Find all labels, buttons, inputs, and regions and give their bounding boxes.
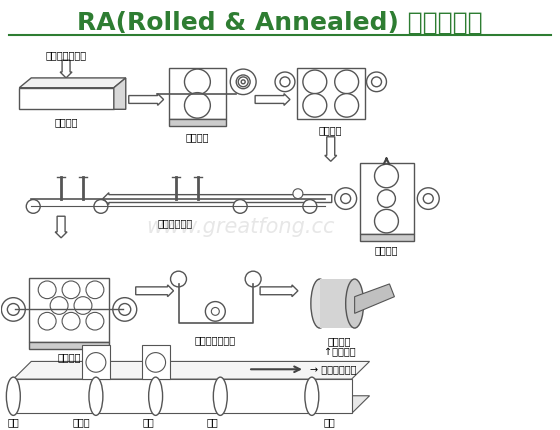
Circle shape [377, 190, 395, 207]
Text: 成品: 成品 [324, 418, 335, 427]
Text: 防锨: 防锨 [207, 418, 218, 427]
Circle shape [293, 189, 303, 199]
Polygon shape [13, 379, 352, 413]
Ellipse shape [311, 279, 329, 328]
Circle shape [375, 164, 398, 188]
Circle shape [86, 281, 104, 299]
Text: www.greatfong.cc: www.greatfong.cc [146, 217, 334, 237]
Polygon shape [60, 60, 72, 78]
Circle shape [146, 353, 166, 372]
Text: （精軒）: （精軒） [57, 353, 81, 362]
Circle shape [184, 69, 211, 95]
Text: （鑄胚）: （鑄胚） [54, 117, 78, 127]
Circle shape [94, 200, 108, 213]
Circle shape [86, 353, 106, 372]
Polygon shape [260, 285, 298, 297]
Circle shape [171, 271, 186, 287]
Circle shape [335, 70, 358, 94]
Bar [29, 278, 109, 342]
Bar [320, 279, 354, 328]
Polygon shape [103, 193, 332, 204]
Polygon shape [19, 78, 126, 88]
Circle shape [38, 312, 56, 330]
Bar [142, 345, 170, 379]
Circle shape [303, 70, 327, 94]
Bar [19, 88, 114, 109]
Bar [169, 68, 226, 119]
Circle shape [245, 271, 261, 287]
Text: 前處理: 前處理 [72, 418, 90, 427]
Text: （原箔）: （原箔） [328, 336, 352, 346]
Text: （中軒）: （中軒） [375, 246, 398, 256]
Bar [82, 345, 110, 379]
Circle shape [211, 307, 220, 315]
Ellipse shape [305, 377, 319, 415]
Circle shape [74, 297, 92, 314]
Circle shape [206, 301, 225, 321]
Polygon shape [13, 362, 370, 379]
Bar [169, 119, 226, 126]
Ellipse shape [89, 377, 103, 415]
Circle shape [86, 312, 104, 330]
Circle shape [184, 92, 211, 118]
Circle shape [303, 200, 317, 213]
Polygon shape [13, 396, 370, 413]
Bar [360, 163, 414, 234]
Polygon shape [129, 94, 164, 105]
Text: RA(Rolled & Annealed) 銅生產流程: RA(Rolled & Annealed) 銅生產流程 [77, 11, 483, 35]
Ellipse shape [213, 377, 227, 415]
Ellipse shape [6, 377, 20, 415]
Text: → 表面處理工程: → 表面處理工程 [310, 364, 356, 374]
Circle shape [50, 297, 68, 314]
Ellipse shape [148, 377, 162, 415]
Circle shape [375, 209, 398, 233]
Text: 粗化: 粗化 [143, 418, 155, 427]
Text: （溶層、鑄造）: （溶層、鑄造） [45, 50, 87, 61]
Polygon shape [354, 284, 394, 313]
Circle shape [62, 281, 80, 299]
Polygon shape [114, 78, 126, 109]
Polygon shape [255, 94, 290, 105]
Text: ↑原箔工程: ↑原箔工程 [324, 347, 356, 357]
Circle shape [303, 94, 327, 117]
Polygon shape [325, 137, 337, 161]
Ellipse shape [346, 279, 363, 328]
Circle shape [233, 200, 247, 213]
Polygon shape [136, 285, 174, 297]
Text: （營軒）: （營軒） [186, 132, 209, 142]
Bar [360, 234, 414, 241]
Text: 原箔: 原箔 [7, 418, 19, 427]
Bar [297, 68, 365, 119]
Circle shape [335, 94, 358, 117]
Polygon shape [55, 216, 67, 238]
Circle shape [62, 312, 80, 330]
Text: （脫脂、洗淨）: （脫脂、洗淨） [195, 335, 236, 345]
Text: （退火酸洗）: （退火酸洗） [158, 218, 193, 228]
Text: （面削）: （面削） [319, 125, 343, 135]
Circle shape [38, 281, 56, 299]
Bar [29, 342, 109, 349]
Circle shape [26, 200, 40, 213]
